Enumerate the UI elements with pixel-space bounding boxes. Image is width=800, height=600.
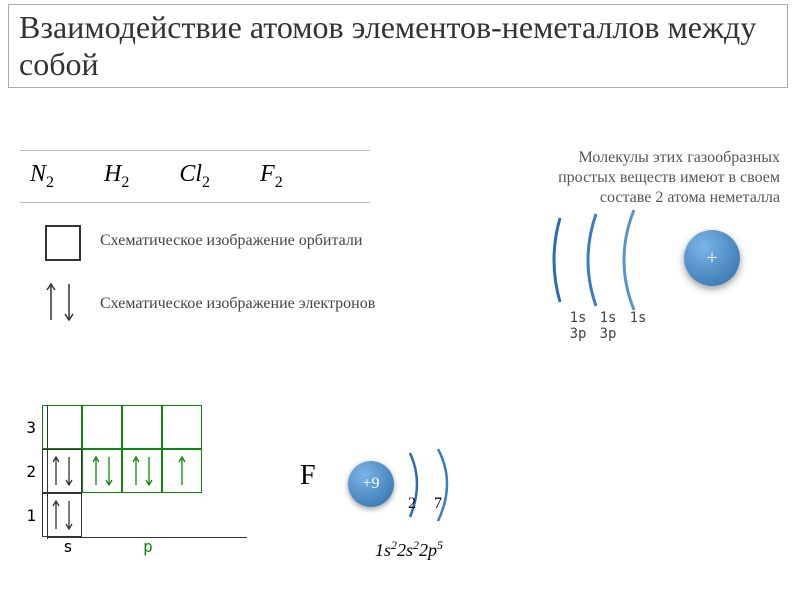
formula-row: N2 H2 Cl2 F2 [20,150,370,203]
electron-arrows-icon [45,280,75,324]
legend-orbital-text: Схематическое изображение орбитали [100,232,362,250]
nucleus-plus: + [684,230,740,286]
orbital-cell [82,405,122,449]
orbital-cell [122,449,162,493]
element-symbol-F: F [300,460,316,492]
legend-electrons-text: Схематическое изображение электронов [100,295,375,313]
title-box: Взаимодействие атомов элементов-неметалл… [8,4,788,88]
fluorine-electron-config: 1s22s22p5 [375,538,443,561]
orbital-cell [42,493,82,537]
nucleus-f9: +9 [348,461,394,507]
fluorine-shell-counts: 2 7 [408,495,442,513]
formula-F: F2 [260,161,283,192]
title-text: Взаимодействие атомов элементов-неметалл… [19,9,777,83]
description-text: Молекулы этих газообразных простых вещес… [390,148,780,208]
orbital-cell [162,405,202,449]
orbital-cell [42,405,82,449]
orbital-cell [42,449,82,493]
orbital-diagram: 321sp [20,405,208,556]
formula-Cl: Cl2 [179,161,210,192]
formula-H: H2 [104,161,129,192]
formula-N: N2 [30,161,54,192]
orbital-cell [122,405,162,449]
orbital-cell [82,449,122,493]
orbital-cell [162,449,202,493]
orbital-box-icon [45,225,81,261]
shell-labels: 1s3p1s3p1s [566,310,650,342]
